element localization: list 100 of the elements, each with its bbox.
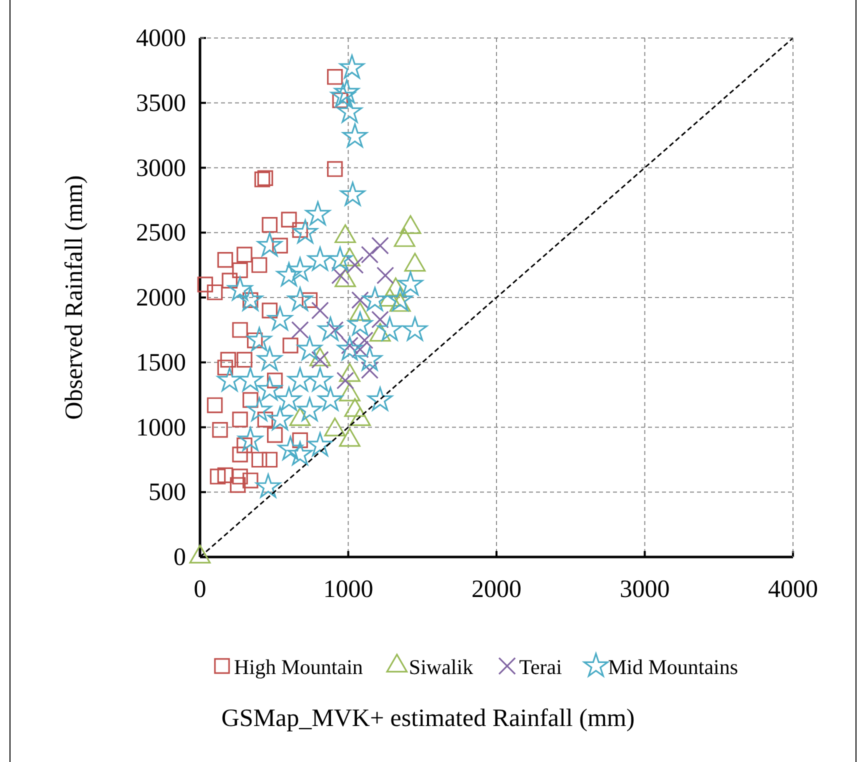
- point: [371, 310, 389, 328]
- point: [334, 79, 360, 104]
- x-tick-label: 1000: [323, 576, 374, 603]
- point: [318, 316, 343, 341]
- y-tick-label: 1000: [136, 414, 186, 442]
- y-tick-label: 0: [174, 544, 186, 571]
- legend-label: Siwalik: [408, 655, 474, 679]
- point: [292, 432, 308, 448]
- point: [217, 367, 242, 392]
- point: [308, 432, 333, 456]
- point: [242, 392, 258, 408]
- y-tick-label: 500: [148, 479, 186, 506]
- point: [351, 291, 369, 309]
- point: [254, 172, 270, 188]
- point: [388, 286, 413, 311]
- point: [318, 386, 343, 411]
- point: [342, 124, 368, 148]
- point: [282, 338, 298, 354]
- point: [288, 286, 313, 311]
- y-tick-label: 2000: [136, 284, 186, 312]
- point: [297, 397, 322, 422]
- point: [339, 54, 364, 79]
- point: [288, 367, 313, 392]
- point: [206, 397, 223, 414]
- point: [217, 360, 234, 376]
- point: [220, 352, 236, 368]
- point: [371, 236, 389, 254]
- point: [228, 276, 253, 300]
- y-tick-label: 3500: [136, 90, 186, 117]
- point: [362, 286, 388, 311]
- point: [230, 477, 246, 493]
- point: [340, 182, 366, 206]
- point: [232, 412, 248, 428]
- point: [360, 246, 379, 264]
- point: [288, 257, 313, 282]
- point: [398, 271, 424, 296]
- point: [257, 346, 282, 371]
- point: [232, 262, 248, 278]
- point: [256, 474, 281, 498]
- legend-label: High Mountain: [234, 655, 364, 679]
- point: [217, 252, 234, 268]
- point: [327, 161, 343, 177]
- point: [377, 316, 402, 341]
- point: [257, 376, 282, 400]
- point: [328, 246, 353, 271]
- x-axis-title: GSMap_MVK+ estimated Rainfall (mm): [221, 705, 635, 732]
- y-axis-title: Observed Rainfall (mm): [61, 175, 88, 420]
- point: [327, 69, 343, 85]
- point: [308, 367, 333, 392]
- point: [257, 170, 274, 186]
- point: [276, 262, 302, 286]
- point: [251, 452, 268, 468]
- x-tick-label: 3000: [620, 576, 670, 603]
- point: [257, 412, 274, 428]
- point: [238, 427, 263, 451]
- point: [242, 472, 258, 488]
- point: [262, 452, 278, 468]
- point: [232, 446, 248, 462]
- point: [262, 216, 278, 233]
- point: [232, 468, 248, 484]
- point: [330, 83, 356, 108]
- point: [291, 321, 309, 339]
- x-tick-label: 4000: [768, 576, 818, 603]
- point: [337, 98, 362, 123]
- point: [262, 302, 278, 318]
- point: [302, 292, 318, 308]
- point: [238, 367, 263, 392]
- point: [368, 386, 393, 411]
- point: [251, 257, 268, 273]
- y-tick-label: 4000: [136, 25, 186, 52]
- point: [206, 284, 223, 300]
- point: [236, 352, 252, 368]
- point: [197, 276, 214, 292]
- x-tick-label: 2000: [472, 576, 522, 603]
- point: [212, 422, 228, 438]
- point: [246, 327, 272, 352]
- legend-label: Mid Mountains: [608, 655, 738, 679]
- point: [288, 441, 313, 466]
- point: [297, 336, 322, 360]
- legend-label: Terai: [519, 655, 562, 679]
- point: [236, 246, 252, 263]
- point: [257, 232, 282, 256]
- point: [376, 266, 394, 284]
- point: [210, 468, 226, 484]
- y-tick-label: 2500: [136, 220, 186, 247]
- point: [402, 316, 428, 341]
- y-tick-label: 3000: [136, 154, 186, 182]
- point: [360, 361, 379, 379]
- point: [238, 286, 263, 311]
- point: [351, 340, 369, 358]
- point: [268, 406, 293, 430]
- point: [272, 238, 288, 254]
- point: [232, 322, 248, 338]
- point: [217, 467, 234, 484]
- point: [278, 436, 303, 460]
- point: [222, 272, 238, 289]
- point: [246, 397, 272, 422]
- point: [308, 246, 333, 271]
- y-tick-label: 1500: [136, 349, 186, 376]
- point: [337, 336, 362, 360]
